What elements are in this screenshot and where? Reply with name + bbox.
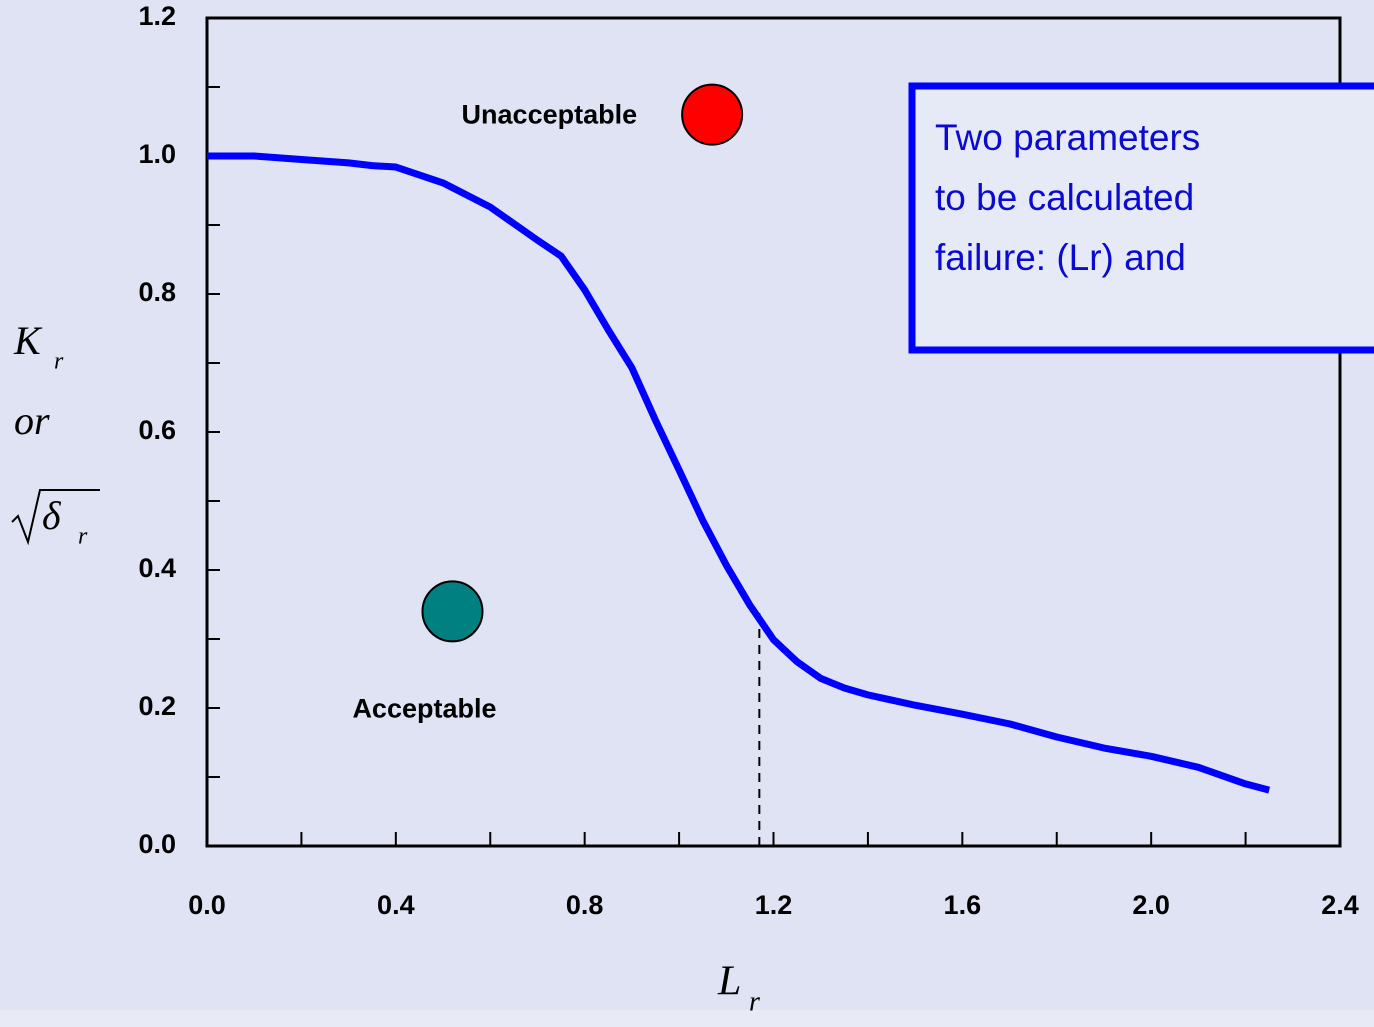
point-label: Acceptable xyxy=(352,694,496,724)
annotation-text: Two parameters xyxy=(935,117,1200,158)
x-tick-label: 1.2 xyxy=(755,890,793,920)
point xyxy=(421,580,484,643)
y-tick-label: 0.0 xyxy=(138,829,176,859)
y-label: K xyxy=(13,318,43,363)
x-tick-label: 0.0 xyxy=(188,890,226,920)
x-label-sub: r xyxy=(749,986,760,1017)
curve xyxy=(207,152,1271,794)
x-tick-label: 1.6 xyxy=(944,890,982,920)
x-tick-label: 0.8 xyxy=(566,890,604,920)
annotation-text: to be calculated xyxy=(935,177,1194,218)
y-tick-label: 0.6 xyxy=(138,415,176,445)
y-tick-label: 1.2 xyxy=(138,1,176,31)
x-label: L xyxy=(717,959,741,1005)
y-label: δ xyxy=(42,493,62,538)
y-label-sub: r xyxy=(78,524,88,550)
y-label-sub: r xyxy=(54,349,64,375)
point-label: Unacceptable xyxy=(462,100,638,130)
y-tick-label: 0.2 xyxy=(138,691,176,721)
y-tick-label: 0.8 xyxy=(138,277,176,307)
point xyxy=(681,83,744,146)
bottom-band xyxy=(0,1010,1374,1027)
x-tick-label: 0.4 xyxy=(377,890,415,920)
sqrt-sign xyxy=(11,489,100,546)
y-tick-label: 1.0 xyxy=(138,139,176,169)
y-tick-label: 0.4 xyxy=(138,553,176,583)
x-tick-label: 2.4 xyxy=(1321,890,1359,920)
x-tick-label: 2.0 xyxy=(1132,890,1170,920)
annotation-text: failure: (Lr) and xyxy=(935,237,1186,278)
y-label: or xyxy=(14,398,50,443)
annotation-box xyxy=(908,82,1374,354)
